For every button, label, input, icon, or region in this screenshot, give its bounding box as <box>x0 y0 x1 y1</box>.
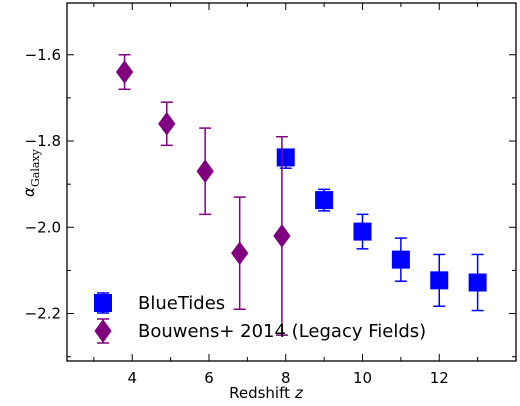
x-tick-label: 10 <box>353 369 372 387</box>
x-tick-label: 4 <box>127 369 137 387</box>
y-tick-label: −1.8 <box>25 132 61 150</box>
x-tick-label: 6 <box>204 369 214 387</box>
y-axis-label-main: α <box>20 187 38 197</box>
data-point-bouwens <box>273 224 291 248</box>
data-point-bluetides <box>430 271 449 290</box>
plot-area: 4 6 8 10 12 −1.6 −1.8 −2.0 −2.2 <box>25 2 517 387</box>
legend: BlueTides Bouwens+ 2014 (Legacy Fields) <box>94 292 426 344</box>
data-point-bouwens <box>115 60 134 84</box>
y-axis-label: α Galaxy <box>20 148 42 197</box>
data-point-bluetides <box>391 250 410 269</box>
y-tick-label: −2.2 <box>25 305 61 323</box>
legend-label-bluetides: BlueTides <box>138 293 225 314</box>
data-point-bouwens <box>158 111 176 136</box>
x-tick-label: 8 <box>281 369 291 387</box>
x-tick-label: 12 <box>430 369 449 387</box>
x-axis-label-variable: z <box>294 384 304 402</box>
data-point-bluetides <box>315 191 334 210</box>
y-tick-label: −1.6 <box>25 46 61 64</box>
data-point-bouwens <box>231 241 249 266</box>
legend-marker-bouwens <box>94 319 112 343</box>
data-point-bouwens <box>196 159 214 184</box>
legend-label-bouwens: Bouwens+ 2014 (Legacy Fields) <box>138 321 426 342</box>
legend-marker-bluetides <box>94 294 112 312</box>
y-axis-label-subscript: Galaxy <box>29 148 42 187</box>
x-axis-label: Redshift <box>229 384 290 402</box>
data-point-bluetides <box>353 222 372 241</box>
data-point-bluetides <box>468 273 487 292</box>
data-point-bluetides <box>276 148 295 167</box>
y-tick-label: −2.0 <box>25 218 61 236</box>
plot-frame <box>66 2 517 362</box>
